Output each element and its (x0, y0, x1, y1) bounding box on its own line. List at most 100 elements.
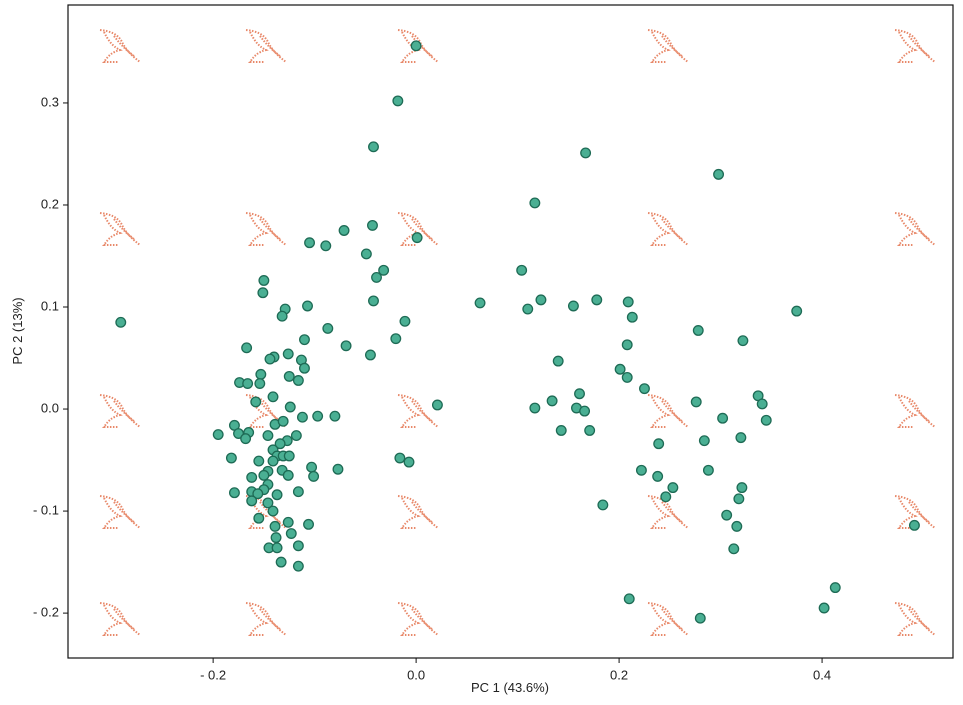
point (275, 556, 287, 568)
point (212, 429, 224, 441)
point (240, 433, 252, 445)
point (390, 333, 402, 345)
point (290, 430, 302, 442)
point (731, 520, 743, 532)
point (292, 486, 304, 498)
point (728, 543, 740, 555)
point (262, 497, 274, 509)
y-tick-label: - 0.1 (33, 503, 59, 518)
point (306, 461, 318, 473)
point (303, 518, 314, 530)
point (258, 469, 270, 481)
point (410, 40, 422, 52)
point (283, 450, 295, 462)
point (908, 519, 920, 531)
point (597, 499, 609, 511)
point (267, 505, 279, 517)
point (115, 316, 127, 328)
point (692, 325, 704, 336)
point (299, 334, 310, 346)
point (284, 401, 296, 413)
point (254, 378, 266, 389)
point (591, 294, 603, 306)
point (360, 248, 372, 260)
point (667, 482, 679, 494)
x-tick-label: 0.0 (407, 667, 425, 682)
point (253, 512, 265, 524)
point (698, 435, 710, 447)
point (626, 311, 638, 323)
y-axis-label: PC 2 (13%) (10, 297, 25, 364)
point (760, 414, 772, 426)
y-tick-label: 0.1 (41, 298, 59, 313)
point (282, 469, 294, 481)
point (277, 415, 289, 427)
point (292, 540, 304, 552)
point (367, 219, 378, 231)
point (392, 95, 404, 107)
point (713, 168, 725, 180)
point (368, 295, 379, 307)
point (431, 399, 443, 411)
y-tick-label: - 0.2 (33, 605, 59, 620)
point (299, 362, 310, 374)
point (580, 147, 592, 159)
point (252, 488, 264, 500)
point (721, 509, 733, 521)
point (283, 370, 295, 382)
point (690, 396, 702, 408)
point (267, 391, 279, 403)
point (555, 425, 567, 436)
shape-glyphs (99, 29, 936, 636)
point (737, 335, 749, 347)
point (255, 368, 267, 380)
point (694, 612, 706, 624)
point (653, 438, 665, 450)
point (403, 456, 415, 468)
y-tick-label: 0.0 (41, 400, 59, 415)
point (246, 471, 258, 483)
point (552, 355, 564, 367)
point (736, 482, 748, 494)
point (241, 342, 253, 354)
point (276, 310, 288, 322)
point (516, 264, 528, 276)
point (717, 412, 729, 424)
point (264, 353, 276, 365)
point (340, 340, 352, 352)
point (829, 582, 841, 594)
point (756, 398, 768, 410)
point (660, 491, 672, 503)
point (733, 493, 745, 505)
x-tick-label: - 0.2 (200, 667, 226, 682)
point (394, 452, 406, 464)
point (623, 593, 635, 605)
point (368, 141, 379, 153)
point (225, 452, 237, 464)
point (246, 495, 258, 507)
point (322, 322, 334, 334)
x-tick-label: 0.4 (813, 667, 831, 682)
point (529, 197, 541, 209)
point (320, 240, 332, 252)
point (639, 383, 650, 395)
x-axis-label: PC 1 (43.6%) (471, 680, 549, 695)
point (621, 339, 633, 351)
point (652, 470, 664, 482)
point (522, 303, 534, 315)
point (474, 297, 486, 309)
y-tick-label: 0.3 (41, 94, 59, 109)
point (535, 294, 547, 306)
point (371, 271, 382, 283)
point (338, 225, 350, 236)
point (399, 315, 411, 327)
point (312, 410, 324, 422)
point (378, 264, 390, 276)
point (257, 287, 269, 299)
point (292, 375, 304, 386)
point (296, 411, 308, 423)
point (282, 348, 294, 360)
point (304, 237, 315, 249)
point (262, 430, 274, 442)
